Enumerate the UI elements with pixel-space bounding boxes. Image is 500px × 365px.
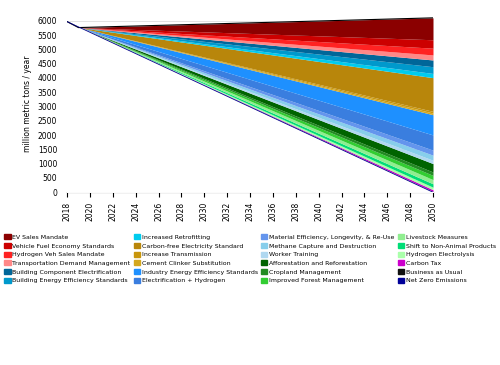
Legend: EV Sales Mandate, Vehicle Fuel Economy Standards, Hydrogen Veh Sales Mandate, Tr: EV Sales Mandate, Vehicle Fuel Economy S… [4,234,496,283]
Y-axis label: million metric tons / year: million metric tons / year [23,55,32,152]
